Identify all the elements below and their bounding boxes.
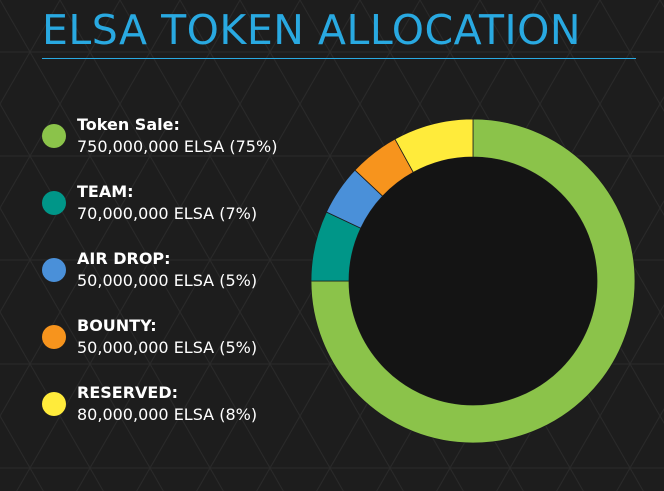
legend-item-bounty: BOUNTY: 50,000,000 ELSA (5%) xyxy=(42,315,322,361)
legend-swatch-bounty xyxy=(42,325,66,349)
legend-value: 50,000,000 ELSA (5%) xyxy=(77,271,258,290)
legend-swatch-air-drop xyxy=(42,258,66,282)
legend-swatch-reserved xyxy=(42,392,66,416)
legend-swatch-token-sale xyxy=(42,124,66,148)
title-divider xyxy=(42,58,636,59)
legend-label: Token Sale: xyxy=(77,115,180,134)
page-title: ELSA TOKEN ALLOCATION xyxy=(42,6,582,54)
legend-item-air-drop: AIR DROP: 50,000,000 ELSA (5%) xyxy=(42,248,322,294)
legend-item-reserved: RESERVED: 80,000,000 ELSA (8%) xyxy=(42,382,322,428)
legend-value: 750,000,000 ELSA (75%) xyxy=(77,137,278,156)
legend-value: 80,000,000 ELSA (8%) xyxy=(77,405,258,424)
legend-label: BOUNTY: xyxy=(77,316,157,335)
legend-value: 50,000,000 ELSA (5%) xyxy=(77,338,258,357)
legend-label: TEAM: xyxy=(77,182,134,201)
legend-swatch-team xyxy=(42,191,66,215)
donut-chart xyxy=(310,118,636,444)
legend-value: 70,000,000 ELSA (7%) xyxy=(77,204,258,223)
legend-item-team: TEAM: 70,000,000 ELSA (7%) xyxy=(42,181,322,227)
legend-label: AIR DROP: xyxy=(77,249,171,268)
donut-hole xyxy=(349,157,597,405)
legend-item-token-sale: Token Sale: 750,000,000 ELSA (75%) xyxy=(42,114,322,160)
legend-label: RESERVED: xyxy=(77,383,179,402)
